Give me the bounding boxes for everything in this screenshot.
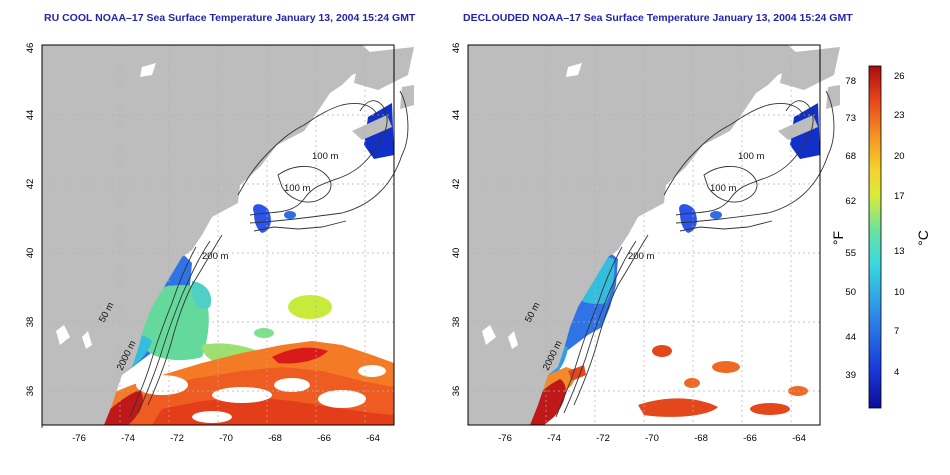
colorbar: 78 73 68 62 55 50 44 39 26 23 20 17 13 1… <box>830 65 931 409</box>
right-lon-tick: -74 <box>547 433 561 444</box>
colorbar-c-tick: 7 <box>894 326 899 337</box>
left-lat-tick: 40 <box>25 248 36 259</box>
right-lat-tick: 36 <box>451 386 462 397</box>
left-map-panel: 100 m 100 m 200 m 50 m 2000 m <box>41 44 414 426</box>
right-lat-axis: 36 38 40 42 44 46 <box>451 43 462 397</box>
right-lat-tick: 40 <box>451 248 462 259</box>
right-map-frame <box>467 44 821 426</box>
colorbar-f-ticks: 78 73 68 62 55 50 44 39 <box>845 76 856 381</box>
colorbar-gradient <box>868 65 882 409</box>
right-contour-label-100m-b: 100 m <box>710 183 736 194</box>
right-lon-tick: -64 <box>792 433 806 444</box>
colorbar-c-tick: 26 <box>894 71 905 82</box>
left-map-title: RU COOL NOAA–17 Sea Surface Temperature … <box>44 12 416 24</box>
left-lon-tick: -64 <box>366 433 380 444</box>
left-lat-tick: 46 <box>25 43 36 54</box>
colorbar-f-tick: 50 <box>845 287 856 298</box>
colorbar-c-tick: 20 <box>894 151 905 162</box>
right-lon-tick: -72 <box>596 433 610 444</box>
left-contour-label-100m-a: 100 m <box>312 151 338 162</box>
colorbar-c-label: °C <box>915 230 931 246</box>
colorbar-c-tick: 17 <box>894 191 905 202</box>
colorbar-f-tick: 78 <box>845 76 856 87</box>
left-lat-tick: 38 <box>25 317 36 328</box>
right-lat-tick: 42 <box>451 179 462 190</box>
right-lat-tick: 44 <box>451 110 462 121</box>
colorbar-c-tick: 10 <box>894 287 905 298</box>
right-contour-label-200m: 200 m <box>628 251 654 262</box>
right-lon-tick: -68 <box>694 433 708 444</box>
colorbar-f-tick: 55 <box>845 248 856 259</box>
left-lon-axis: -76 -74 -72 -70 -68 -66 -64 <box>72 433 380 444</box>
left-lon-tick: -76 <box>72 433 86 444</box>
colorbar-f-tick: 44 <box>845 332 856 343</box>
left-lat-tick: 42 <box>25 179 36 190</box>
colorbar-f-tick: 62 <box>845 196 856 207</box>
right-lat-tick: 46 <box>451 43 462 54</box>
left-lon-tick: -66 <box>317 433 331 444</box>
colorbar-c-tick: 4 <box>894 367 899 378</box>
left-lon-tick: -74 <box>121 433 135 444</box>
colorbar-c-tick: 13 <box>894 246 905 257</box>
left-lat-tick: 44 <box>25 110 36 121</box>
left-lon-tick: -70 <box>219 433 233 444</box>
left-contour-label-200m: 200 m <box>202 251 228 262</box>
right-lon-tick: -66 <box>743 433 757 444</box>
colorbar-f-tick: 68 <box>845 151 856 162</box>
right-map-panel: 100 m 100 m 200 m 50 m 2000 m <box>467 44 840 426</box>
left-contour-label-100m-b: 100 m <box>284 183 310 194</box>
right-contour-label-100m-a: 100 m <box>738 151 764 162</box>
right-map-title: DECLOUDED NOAA–17 Sea Surface Temperatur… <box>463 12 853 24</box>
right-lon-tick: -70 <box>645 433 659 444</box>
colorbar-f-label: °F <box>830 231 846 245</box>
colorbar-c-tick: 23 <box>894 110 905 121</box>
right-lon-tick: -76 <box>498 433 512 444</box>
left-map-frame <box>41 44 395 426</box>
left-lat-axis: 36 38 40 42 44 46 <box>25 43 36 397</box>
left-lon-tick: -68 <box>268 433 282 444</box>
left-lat-tick: 36 <box>25 386 36 397</box>
right-lon-axis: -76 -74 -72 -70 -68 -66 -64 <box>498 433 806 444</box>
colorbar-c-ticks: 26 23 20 17 13 10 7 4 <box>894 71 905 378</box>
left-lon-tick: -72 <box>170 433 184 444</box>
colorbar-f-tick: 73 <box>845 113 856 124</box>
colorbar-f-tick: 39 <box>845 370 856 381</box>
right-lat-tick: 38 <box>451 317 462 328</box>
